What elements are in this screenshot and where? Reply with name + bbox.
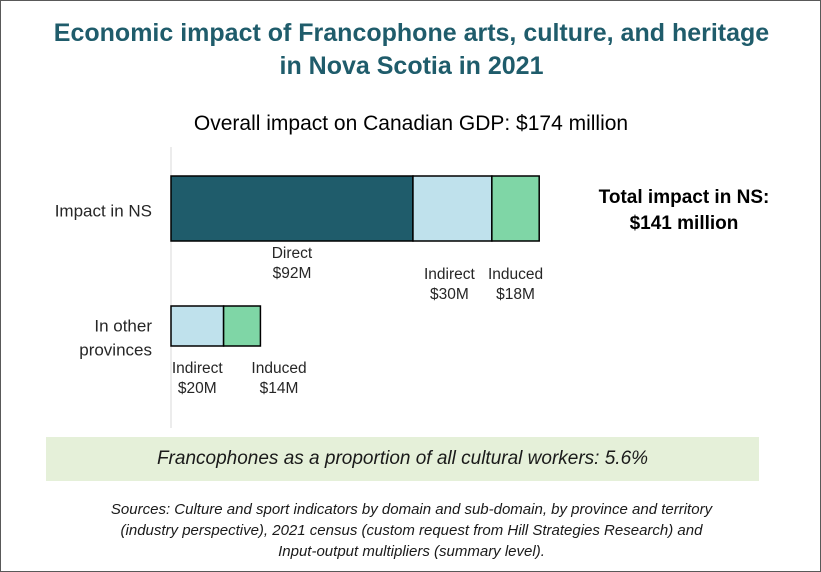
segment-series-label: Indirect — [424, 266, 476, 283]
segment-series-label: Induced — [251, 360, 306, 377]
bar-segment-direct — [170, 175, 414, 242]
bar-segment-induced — [222, 305, 262, 347]
segment-value-label: $18M — [496, 286, 535, 303]
sources-line: Sources: Culture and sport indicators by… — [110, 501, 713, 518]
total-ns-annotation: Total impact in NS: $141 million — [579, 185, 789, 237]
chart-title: Economic impact of Francophone arts, cul… — [53, 19, 770, 80]
segment-series-label: Induced — [488, 266, 543, 283]
bar-segment-indirect — [412, 175, 493, 242]
category-label: provinces — [79, 340, 152, 359]
segment-value-label: $92M — [273, 265, 312, 282]
segment-value-label: $14M — [260, 380, 299, 397]
total-ns-value: $141 million — [629, 213, 739, 234]
bar-segment-induced — [491, 175, 540, 242]
category-label: In other — [94, 316, 152, 335]
francophone-share-callout: Francophones as a proportion of all cult… — [46, 437, 759, 481]
bar-segment-indirect — [170, 305, 225, 347]
total-ns-label: Total impact in NS: — [598, 187, 770, 208]
sources-line: Input-output multipliers (summary level)… — [278, 543, 545, 560]
segment-series-label: Direct — [272, 245, 313, 262]
sources-note: Sources: Culture and sport indicators by… — [41, 499, 782, 562]
gdp-impact-subtitle: Overall impact on Canadian GDP: $174 mil… — [193, 112, 629, 135]
segment-value-label: $30M — [430, 286, 469, 303]
segment-value-label: $20M — [178, 380, 217, 397]
category-label: Impact in NS — [55, 201, 152, 220]
sources-line: (industry perspective), 2021 census (cus… — [120, 522, 703, 539]
segment-series-label: Indirect — [172, 360, 224, 377]
